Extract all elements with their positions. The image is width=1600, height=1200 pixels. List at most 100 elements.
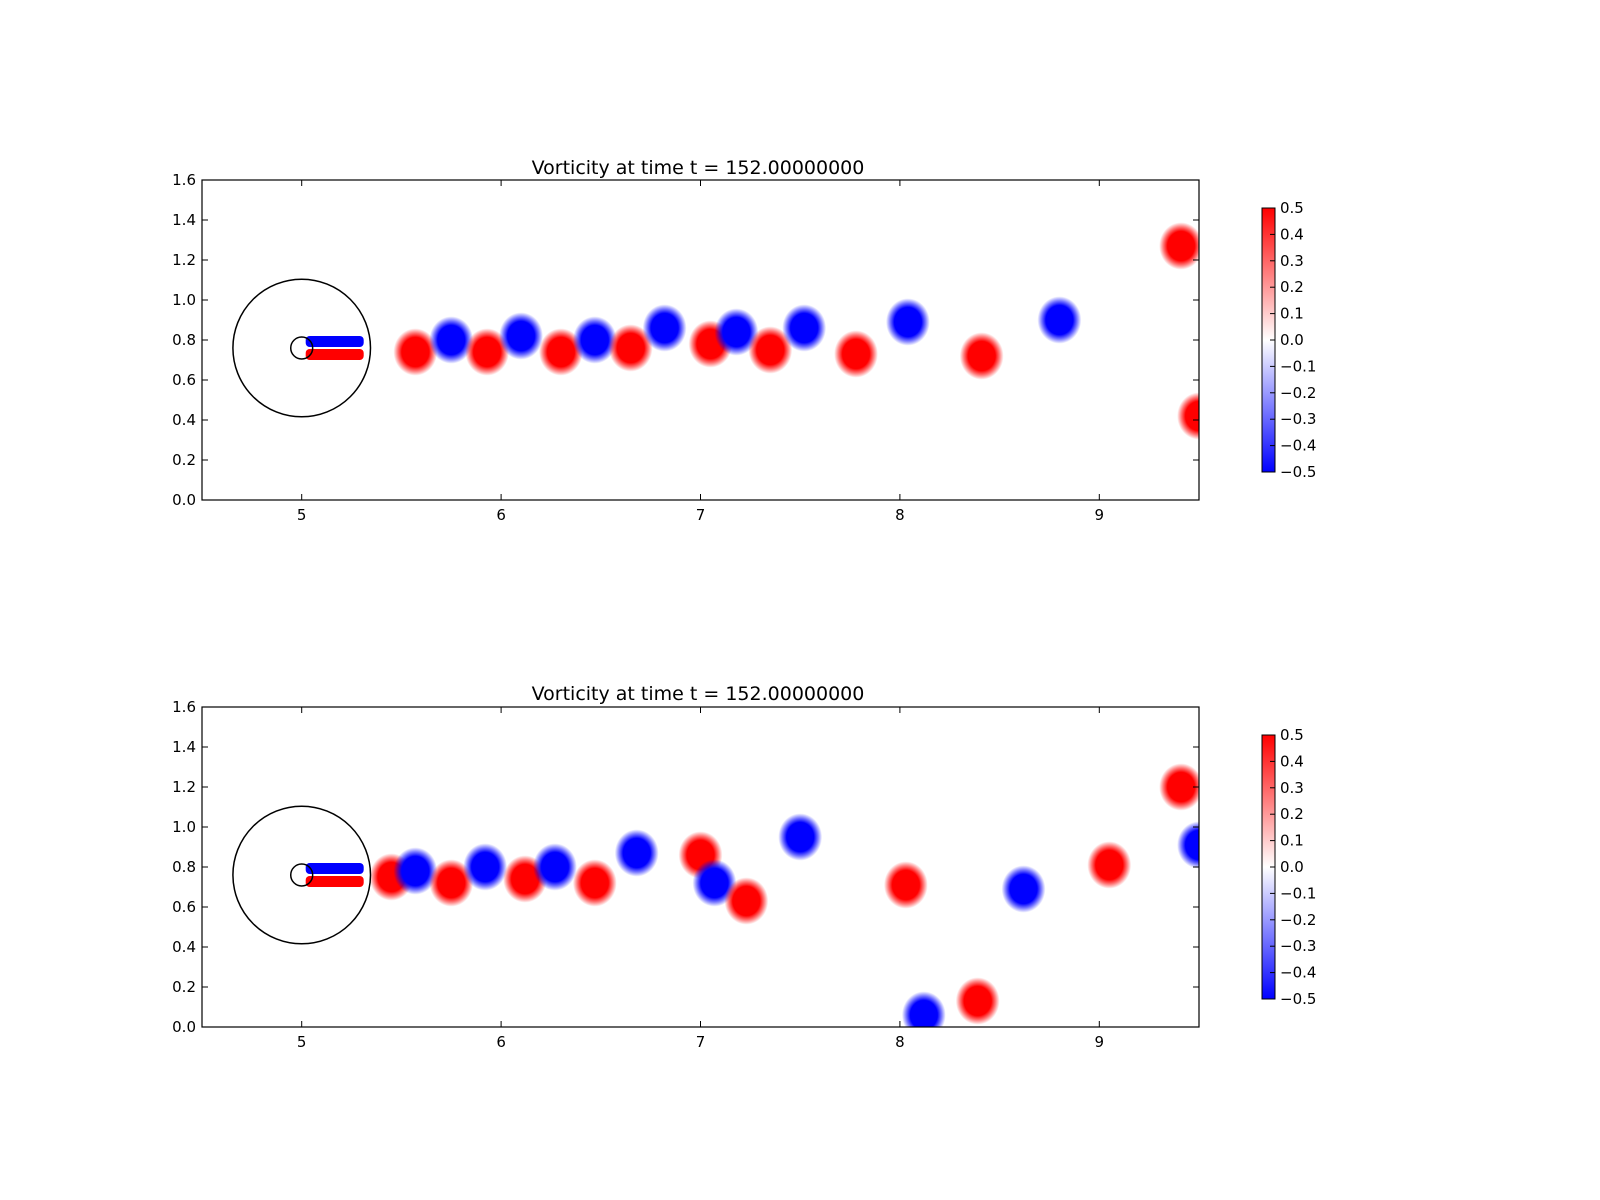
vortex-positive: [429, 859, 474, 907]
x-tick-label: 7: [696, 1033, 706, 1051]
vortex-positive: [883, 861, 928, 909]
colorbar-tick-label: −0.3: [1280, 937, 1316, 955]
vortex-positive: [608, 324, 653, 372]
cylinder-circle: [289, 863, 314, 887]
colorbar-tick-label: 0.0: [1280, 331, 1304, 349]
colorbar-tick-label: 0.2: [1280, 805, 1304, 823]
vortex-positive: [1159, 763, 1199, 811]
x-tick-label: 6: [496, 1033, 506, 1051]
x-axis-ticks: 5 6 7 8 9: [297, 707, 1104, 1051]
y-tick-label: 1.0: [172, 291, 196, 309]
x-tick-label: 5: [297, 1033, 307, 1051]
colorbar-tick-label: 0.3: [1280, 779, 1304, 797]
y-tick-label: 0.6: [172, 371, 196, 389]
colorbar-tick-label: −0.1: [1280, 357, 1316, 375]
y-axis-ticks: 0.0 0.2 0.4 0.6 0.8 1.0 1.2 1.4 1.6: [172, 698, 1199, 1036]
vortex-negative: [499, 312, 543, 360]
vortex-negative: [533, 843, 577, 891]
colorbar-tick-label: 0.5: [1280, 199, 1304, 217]
vortex-negative: [1037, 296, 1082, 344]
vortex-positive: [572, 859, 617, 907]
colorbar-tick-label: 0.1: [1280, 832, 1304, 850]
vorticity-field: [305, 763, 1199, 1027]
vorticity-panel-top: Vorticity at time t = 152.00000000 5 6 7 8 9…: [172, 157, 1316, 524]
vortex-positive: [1159, 222, 1199, 270]
colorbar-tick-label: 0.0: [1280, 858, 1304, 876]
colorbar-tick-label: 0.3: [1280, 252, 1304, 270]
x-tick-label: 8: [895, 506, 905, 524]
vortex-negative: [429, 316, 474, 364]
vortex-negative: [778, 813, 823, 861]
chart-title: Vorticity at time t = 152.00000000: [532, 683, 865, 705]
y-tick-label: 0.4: [172, 938, 196, 956]
vortex-negative: [885, 298, 930, 346]
colorbar-tick-label: 0.5: [1280, 726, 1304, 744]
vorticity-panel-bottom: Vorticity at time t = 152.00000000 5 6 7 8 9…: [172, 683, 1316, 1051]
colorbar-tick-label: −0.1: [1280, 884, 1316, 902]
y-tick-label: 1.4: [172, 211, 196, 229]
vortex-positive: [748, 326, 793, 374]
y-tick-label: 1.2: [172, 778, 196, 796]
vortex-positive: [955, 977, 1000, 1025]
y-tick-label: 0.8: [172, 331, 196, 349]
x-tick-label: 6: [496, 506, 506, 524]
vortex-positive: [538, 328, 583, 376]
colorbar-tick-label: 0.2: [1280, 278, 1304, 296]
cylinder-circle: [289, 336, 314, 360]
shear-layer-positive: [305, 876, 364, 887]
x-tick-label: 8: [895, 1033, 905, 1051]
outer-domain-circle: [232, 805, 372, 945]
vortex-negative: [1177, 821, 1199, 869]
plot-area: [201, 706, 1200, 1028]
vortex-negative: [901, 991, 946, 1027]
plot-area: [201, 179, 1200, 501]
x-axis-ticks: 5 6 7 8 9: [297, 180, 1104, 524]
colorbar-tick-label: 0.4: [1280, 752, 1304, 770]
vortex-positive: [724, 877, 769, 925]
vortex-positive: [1087, 841, 1132, 889]
vortex-negative: [782, 304, 827, 352]
x-tick-label: 5: [297, 506, 307, 524]
y-tick-label: 1.6: [172, 698, 196, 716]
y-tick-label: 1.4: [172, 738, 196, 756]
colorbar-tick-label: −0.5: [1280, 463, 1316, 481]
colorbar-tick-label: −0.5: [1280, 990, 1316, 1008]
vortex-positive: [465, 328, 510, 376]
vortex-positive: [834, 330, 878, 378]
shear-layer-positive: [305, 349, 364, 360]
x-tick-label: 9: [1095, 1033, 1105, 1051]
vortex-negative: [714, 308, 759, 356]
vortex-negative: [572, 316, 617, 364]
chart-title: Vorticity at time t = 152.00000000: [532, 157, 865, 179]
y-tick-label: 1.6: [172, 171, 196, 189]
vortex-positive: [959, 332, 1004, 380]
colorbar: 0.5 0.4 0.3 0.2 0.1 0.0 −0.1 −0.2 −0.3 −0.4 −0.5: [1261, 726, 1316, 1008]
vortex-positive: [393, 328, 438, 376]
y-tick-label: 1.2: [172, 251, 196, 269]
colorbar-tick-label: −0.4: [1280, 964, 1316, 982]
vortex-positive: [1177, 392, 1199, 440]
vortex-negative: [1001, 865, 1046, 913]
y-tick-label: 1.0: [172, 818, 196, 836]
shear-layer-negative: [305, 863, 364, 874]
colorbar-tick-label: −0.4: [1280, 437, 1316, 455]
y-tick-label: 0.8: [172, 858, 196, 876]
colorbar-tick-label: 0.4: [1280, 225, 1304, 243]
colorbar-tick-label: −0.2: [1280, 911, 1316, 929]
y-axis-ticks: 0.0 0.2 0.4 0.6 0.8 1.0 1.2 1.4 1.6: [172, 171, 1199, 509]
colorbar-tick-label: −0.3: [1280, 410, 1316, 428]
vortex-negative: [463, 843, 508, 891]
y-tick-label: 0.2: [172, 978, 196, 996]
colorbar-tick-label: −0.2: [1280, 384, 1316, 402]
vortex-negative: [614, 829, 659, 877]
y-tick-label: 0.0: [172, 1018, 196, 1036]
y-tick-label: 0.0: [172, 491, 196, 509]
y-tick-label: 0.4: [172, 411, 196, 429]
vorticity-field: [305, 222, 1199, 440]
y-tick-label: 0.2: [172, 451, 196, 469]
outer-domain-circle: [232, 278, 372, 418]
y-tick-label: 0.6: [172, 898, 196, 916]
x-tick-label: 7: [696, 506, 706, 524]
vortex-negative: [393, 847, 438, 895]
